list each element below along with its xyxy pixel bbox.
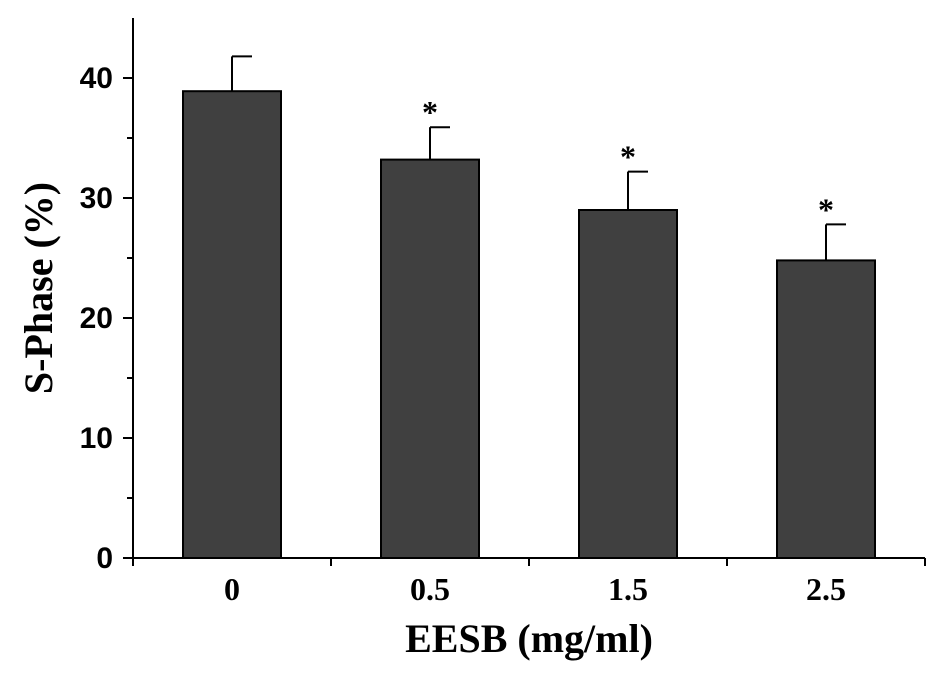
y-tick-label: 0 (96, 542, 113, 575)
x-tick-label: 0.5 (410, 571, 450, 607)
significance-marker: * (818, 191, 834, 227)
bar (182, 90, 282, 559)
significance-marker: * (422, 94, 438, 130)
x-tick-label: 1.5 (608, 571, 648, 607)
y-tick-label: 40 (80, 62, 113, 95)
bar (776, 259, 876, 559)
bars-group (182, 90, 876, 559)
y-tick-label: 20 (80, 302, 113, 335)
x-tick-label: 2.5 (806, 571, 846, 607)
x-axis-title: EESB (mg/ml) (405, 616, 653, 661)
bar (380, 158, 480, 559)
bar (578, 209, 678, 559)
y-tick-label: 10 (80, 422, 113, 455)
y-axis-title: S-Phase (%) (16, 182, 61, 394)
x-tick-label: 0 (224, 571, 240, 607)
significance-marker: * (620, 139, 636, 175)
y-tick-label: 30 (80, 182, 113, 215)
labels-group: 0 10 20 30 40 0 * 0.5 * 1.5 * 2.5 (80, 62, 846, 607)
error-bars-group (231, 55, 846, 261)
ticks-group (123, 77, 926, 566)
